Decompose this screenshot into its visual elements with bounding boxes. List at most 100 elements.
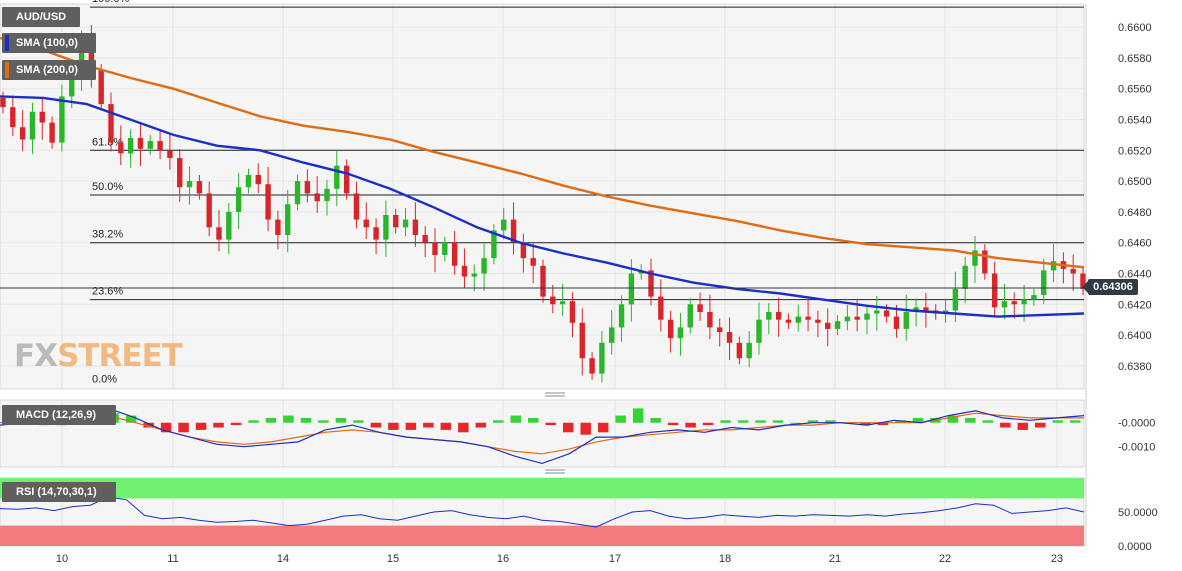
macd-histogram-bar: [353, 420, 364, 423]
macd-histogram-bar: [702, 422, 714, 426]
rsi-oversold-zone: [0, 525, 1084, 546]
sma200-legend[interactable]: SMA (200,0): [2, 60, 96, 80]
macd-histogram-bar: [318, 420, 329, 423]
macd-legend[interactable]: MACD (12,26,9): [2, 405, 116, 425]
candle-body: [0, 97, 6, 108]
candle-body: [579, 322, 585, 359]
candle-body: [157, 141, 163, 151]
candle-body: [216, 227, 222, 240]
candle-body: [373, 227, 379, 240]
candle-body: [550, 296, 556, 305]
symbol-label: AUD/USD: [16, 11, 67, 23]
candle-body: [667, 319, 674, 339]
candle-body: [294, 181, 301, 205]
candle-body: [314, 193, 320, 202]
macd-histogram-bar: [1052, 420, 1064, 423]
x-tick-label: 15: [387, 553, 399, 565]
macd-histogram-bar: [405, 422, 417, 430]
macd-histogram-bar: [1000, 422, 1011, 428]
macd-histogram-bar: [895, 420, 906, 423]
candle-body: [353, 193, 360, 220]
y-tick-label: 0.6420: [1118, 299, 1152, 311]
candle-body: [39, 111, 45, 123]
candle-body: [206, 193, 212, 228]
candle-body: [265, 184, 271, 220]
candle-body: [589, 358, 595, 374]
symbol-legend[interactable]: AUD/USD: [2, 7, 80, 27]
candle-body: [1050, 261, 1057, 271]
x-tick-label: 10: [56, 553, 68, 565]
candle-body: [461, 265, 468, 277]
candle-body: [658, 296, 664, 320]
candle-body: [825, 322, 831, 329]
macd-histogram-bar: [528, 417, 539, 423]
candle-body: [599, 342, 605, 374]
x-tick-label: 11: [167, 553, 178, 565]
candle-body: [962, 265, 968, 289]
macd-histogram-bar: [737, 420, 749, 423]
candle-body: [540, 265, 546, 297]
macd-histogram-bar: [982, 420, 994, 423]
candle-body: [1001, 301, 1008, 308]
y-tick-label: 0.6460: [1118, 238, 1152, 250]
candle-body: [137, 137, 144, 149]
candle-body: [785, 319, 792, 323]
candle-body: [442, 242, 448, 256]
sma200-swatch: [5, 62, 9, 78]
macd-histogram-bar: [807, 420, 819, 423]
candle-body: [334, 165, 340, 189]
rsi-legend[interactable]: RSI (14,70,30,1): [2, 482, 116, 502]
candle-body: [687, 304, 693, 328]
macd-histogram-bar: [1035, 422, 1046, 428]
candle-body: [108, 104, 114, 143]
candle-body: [991, 273, 998, 308]
candle-body: [609, 327, 615, 343]
candle-body: [49, 122, 55, 143]
candle-body: [874, 310, 880, 314]
candle-body: [235, 187, 242, 212]
candle-body: [1070, 268, 1076, 274]
fib-label: 100.0%: [92, 0, 130, 5]
main-panel-bg: [0, 3, 1085, 390]
rsi-line: [0, 496, 1085, 528]
rsi-overbought-zone: [0, 478, 1084, 499]
candle-body: [923, 307, 929, 311]
candle-body: [756, 319, 762, 343]
macd-histogram-bar: [1070, 420, 1081, 423]
candle-body: [520, 242, 527, 259]
candle-body: [893, 316, 900, 329]
candle-body: [451, 242, 458, 266]
macd-histogram-bar: [877, 422, 889, 426]
y-tick-label: 0.6520: [1118, 145, 1152, 157]
candle-body: [275, 219, 281, 235]
macd-histogram-bar: [912, 417, 924, 423]
candle-body: [19, 127, 26, 140]
macd-histogram-bar: [650, 417, 661, 423]
fxstreet-logo: FXSTREET: [14, 338, 183, 374]
macd-histogram-bar: [965, 417, 976, 423]
candle-body: [324, 188, 330, 202]
candle-body: [69, 76, 75, 97]
macd-histogram-bar: [685, 422, 696, 428]
sma200-label: SMA (200,0): [16, 64, 78, 76]
candle-body: [226, 211, 232, 240]
rsi-label: RSI (14,70,30,1): [16, 486, 97, 498]
macd-histogram-bar: [790, 422, 801, 424]
candle-body: [285, 204, 291, 235]
macd-histogram-bar: [370, 422, 382, 428]
candle-body: [1011, 301, 1017, 305]
sma100-swatch: [5, 35, 9, 51]
y-tick-label: 0.6580: [1118, 53, 1152, 65]
sma100-legend[interactable]: SMA (100,0): [2, 33, 96, 53]
candle-body: [471, 273, 477, 277]
macd-histogram-bar: [510, 415, 522, 423]
candle-body: [29, 111, 36, 140]
candle-body: [648, 270, 654, 297]
y-tick-label: 0.6440: [1118, 269, 1152, 281]
macd-histogram-bar: [335, 417, 347, 423]
macd-histogram-bar: [213, 422, 224, 428]
macd-histogram-bar: [388, 422, 399, 430]
macd-histogram-bar: [143, 422, 154, 428]
candle-body: [707, 312, 713, 328]
